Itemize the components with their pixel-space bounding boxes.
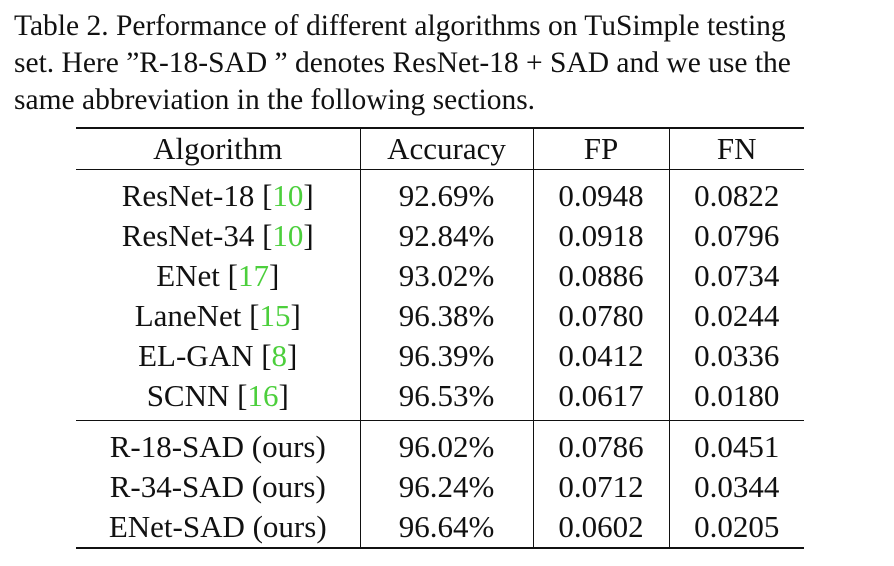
accuracy-cell: 96.38% [360,296,534,336]
fn-cell: 0.0244 [694,298,780,333]
accuracy-cell: 93.02% [360,256,534,296]
fn-cell: 0.0451 [669,420,804,467]
fn-cell: 0.0796 [694,218,780,253]
table-row: LaneNet [15] 96.38% 0.0780 0.0244 [76,296,804,336]
fn-cell: 0.0734 [694,258,780,293]
algorithm-cell: EL-GAN [8] [76,336,361,376]
table-row: ENet-SAD (ours) 96.64% 0.0602 0.0205 [76,507,804,549]
header-accuracy: Accuracy [360,127,534,170]
fp-cell: 0.0786 [533,420,670,467]
accuracy-cell: 92.69% [360,169,534,216]
table-row: ENet [17] 93.02% 0.0886 0.0734 [76,256,804,296]
fn-cell: 0.0205 [669,507,804,549]
citation-link[interactable]: 16 [247,378,279,413]
algorithm-name: LaneNet [134,298,242,333]
algorithm-cell: R-18-SAD (ours) [76,420,361,467]
citation-link[interactable]: 10 [272,218,304,253]
algorithm-name: ResNet-18 [121,178,255,213]
caption-line-1: Table 2. Performance of different algori… [14,10,786,42]
table-row: ResNet-34 [10] 92.84% 0.0918 0.0796 [76,216,804,256]
fn-cell-best: 0.0180 [669,376,804,421]
algorithm-name: EL-GAN [138,338,254,373]
citation-link[interactable]: 8 [271,338,288,373]
table-header: Algorithm Accuracy FP FN [76,127,804,170]
fp-cell: 0.0617 [533,376,670,421]
header-fp: FP [533,127,670,170]
ours-rows: R-18-SAD (ours) 96.02% 0.0786 0.0451 R-3… [76,420,804,549]
table-row: R-34-SAD (ours) 96.24% 0.0712 0.0344 [76,467,804,507]
baseline-rows: ResNet-18 [10] 92.69% 0.0948 0.0822 ResN… [76,169,804,421]
fn-cell: 0.0822 [669,169,804,216]
fp-cell-best: 0.0412 [533,336,670,376]
results-table: Algorithm Accuracy FP FN ResNet-18 [10] … [76,127,804,549]
algorithm-name: ResNet-34 [121,218,255,253]
fn-cell: 0.0344 [694,469,780,504]
fp-cell: 0.0886 [533,256,670,296]
accuracy-cell: 96.39% [360,336,534,376]
fn-cell: 0.0336 [694,338,780,373]
fp-cell: 0.0602 [533,507,670,549]
citation-link[interactable]: 17 [237,258,269,293]
algorithm-cell: ENet-SAD (ours) [76,507,361,549]
table-caption: Table 2. Performance of different algori… [14,8,890,119]
algorithm-cell: ResNet-18 [10] [76,169,361,216]
table-row: R-18-SAD (ours) 96.02% 0.0786 0.0451 [76,420,804,467]
algorithm-cell: R-34-SAD (ours) [76,467,361,507]
caption-line-2: set. Here ”R-18-SAD ” denotes ResNet-18 … [14,47,791,79]
fp-cell: 0.0712 [533,467,670,507]
citation-link[interactable]: 10 [272,178,304,213]
header-row: Algorithm Accuracy FP FN [76,127,804,170]
algorithm-cell: LaneNet [15] [76,296,361,336]
accuracy-cell: 96.24% [360,467,534,507]
fp-cell: 0.0780 [533,296,670,336]
header-algorithm: Algorithm [76,127,361,170]
algorithm-cell: ResNet-34 [10] [76,216,361,256]
algorithm-cell: SCNN [16] [76,376,361,421]
table-row: SCNN [16] 96.53% 0.0617 0.0180 [76,376,804,421]
algorithm-cell: ENet [17] [76,256,361,296]
accuracy-cell: 92.84% [360,216,534,256]
table-row: ResNet-18 [10] 92.69% 0.0948 0.0822 [76,169,804,216]
accuracy-cell: 96.53% [360,376,534,421]
fp-cell: 0.0948 [533,169,670,216]
accuracy-cell-best: 96.64% [360,507,534,549]
accuracy-cell: 96.02% [360,420,534,467]
caption-line-3: same abbreviation in the following secti… [14,84,536,116]
table-row: EL-GAN [8] 96.39% 0.0412 0.0336 [76,336,804,376]
citation-link[interactable]: 15 [259,298,291,333]
fp-cell: 0.0918 [533,216,670,256]
algorithm-name: ENet [156,258,220,293]
algorithm-name: SCNN [146,378,230,413]
header-fn: FN [669,127,804,170]
